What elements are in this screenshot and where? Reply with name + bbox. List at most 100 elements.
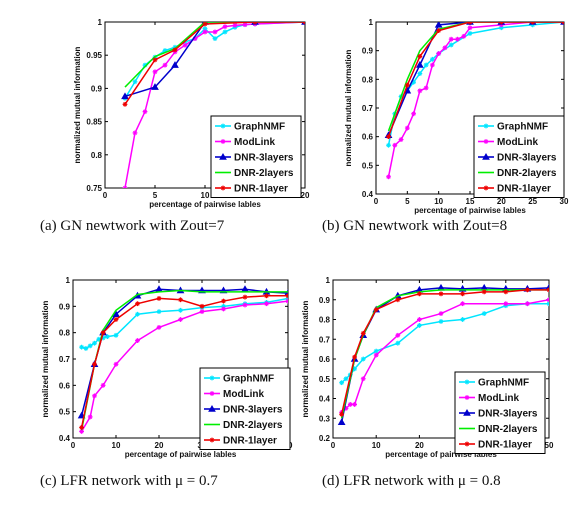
y-axis-label: normalized mutual information [301,300,310,417]
data-point-GraphNMF [212,36,218,41]
data-point-ModLink [202,29,208,34]
legend-label-DNR-3layers: DNR-3layers [234,153,294,164]
data-point-DNR-1layer [500,22,504,25]
data-point-DNR-1layer [482,289,487,294]
data-point-ModLink [546,297,549,301]
data-point-DNR-1layer [546,289,549,292]
y-tick-label: 0.5 [362,161,374,170]
series-group [384,22,564,180]
series-DNR-2layers [124,22,305,88]
data-point-DNR-3layers [121,92,129,100]
legend-marker-DNR-3layers [482,152,490,160]
data-point-ModLink [79,429,84,434]
data-point-DNR-1layer [122,102,128,107]
data-point-ModLink [374,353,379,358]
data-point-DNR-1layer [113,317,119,322]
legend-marker-GraphNMF [464,379,470,385]
x-tick-label: 20 [497,197,506,206]
data-point-GraphNMF [202,26,208,31]
data-point-ModLink [395,333,400,338]
data-point-DNR-1layer [417,291,422,296]
y-tick-label: 0.95 [86,51,102,60]
data-point-ModLink [264,301,269,306]
data-point-DNR-1layer [156,296,162,301]
series-DNR-1layer [79,293,288,430]
data-point-DNR-1layer [285,293,288,297]
y-tick-label: 0.8 [91,151,103,160]
data-point-DNR-3layers [416,60,424,68]
y-tick-label: 0.6 [362,133,374,142]
x-tick-label: 0 [103,191,108,200]
panel-caption: (d) LFR network with μ = 0.8 [322,473,501,489]
data-point-ModLink [503,301,508,306]
data-point-ModLink [399,137,404,142]
y-tick-label: 0.8 [362,75,374,84]
legend-marker-GraphNMF [220,123,226,129]
data-point-ModLink [442,45,447,50]
data-point-GraphNMF [546,302,549,306]
data-point-DNR-1layer [252,22,256,25]
y-tick-label: 1 [66,276,71,285]
data-point-GraphNMF [135,312,140,317]
data-point-GraphNMF [105,334,110,339]
y-tick-label: 0.75 [86,184,102,193]
legend-marker-DNR-3layers [208,404,216,412]
data-point-DNR-1layer [302,22,305,25]
chart-panel-2: 0 5 10 15 20 25 30 0.4 0.5 0.6 0.7 0.8 0.9 1 percentag… [322,18,569,234]
data-point-ModLink [449,37,454,42]
data-point-ModLink [417,317,422,322]
data-point-DNR-1layer [242,295,248,300]
data-point-GraphNMF [352,366,357,371]
data-point-ModLink [352,402,357,407]
data-point-GraphNMF [83,346,88,351]
y-tick-label: 0.7 [59,355,71,364]
y-tick-label: 0.4 [319,395,331,404]
data-point-ModLink [212,29,218,34]
series-group [337,283,549,425]
y-tick-label: 0.9 [59,302,71,311]
data-point-ModLink [285,299,288,302]
data-point-GraphNMF [361,356,366,362]
series-line-DNR-2layers [124,22,305,88]
data-point-ModLink [424,85,429,90]
data-point-ModLink [455,37,460,42]
data-point-GraphNMF [417,71,422,76]
data-point-ModLink [411,111,416,116]
panel-caption: (a) GN newtwork with Zout=7 [40,218,225,234]
data-point-DNR-1layer [374,307,379,312]
y-tick-label: 0.9 [319,296,331,305]
data-point-ModLink [242,302,248,308]
data-point-ModLink [132,130,138,135]
y-axis-label: normalized mutual information [344,49,353,166]
chart-panel-4: 010203040500.20.30.40.50.60.70.80.91perc… [301,276,554,489]
data-point-ModLink [460,301,465,306]
chart-panel-3: 010203040500.40.50.60.70.80.91percentage… [40,276,293,489]
data-point-DNR-1layer [361,331,366,336]
data-point-DNR-1layer [152,57,158,62]
data-point-DNR-1layer [405,83,410,88]
y-tick-label: 0.85 [86,118,102,127]
y-tick-label: 0.8 [59,329,71,338]
legend-marker-GraphNMF [483,123,489,129]
legend-label-GraphNMF: GraphNMF [478,378,529,389]
legend-label-DNR-1layer: DNR-1layer [223,436,277,447]
x-tick-label: 10 [201,191,210,200]
series-group [77,285,288,434]
x-tick-label: 20 [415,441,424,450]
y-tick-label: 0.5 [59,408,71,417]
data-point-GraphNMF [142,63,148,68]
data-point-DNR-1layer [92,362,97,367]
y-tick-label: 1 [326,276,331,285]
series-DNR-1layer [339,287,549,417]
data-point-ModLink [417,88,422,93]
data-point-GraphNMF [222,29,228,34]
data-point-DNR-3layers [337,418,346,425]
data-point-GraphNMF [438,319,444,324]
data-point-DNR-3layers [171,61,179,68]
data-point-DNR-1layer [199,304,205,309]
y-tick-label: 0.9 [362,47,374,56]
data-point-ModLink [182,43,188,48]
data-point-DNR-1layer [417,54,422,59]
data-point-DNR-1layer [460,291,465,296]
